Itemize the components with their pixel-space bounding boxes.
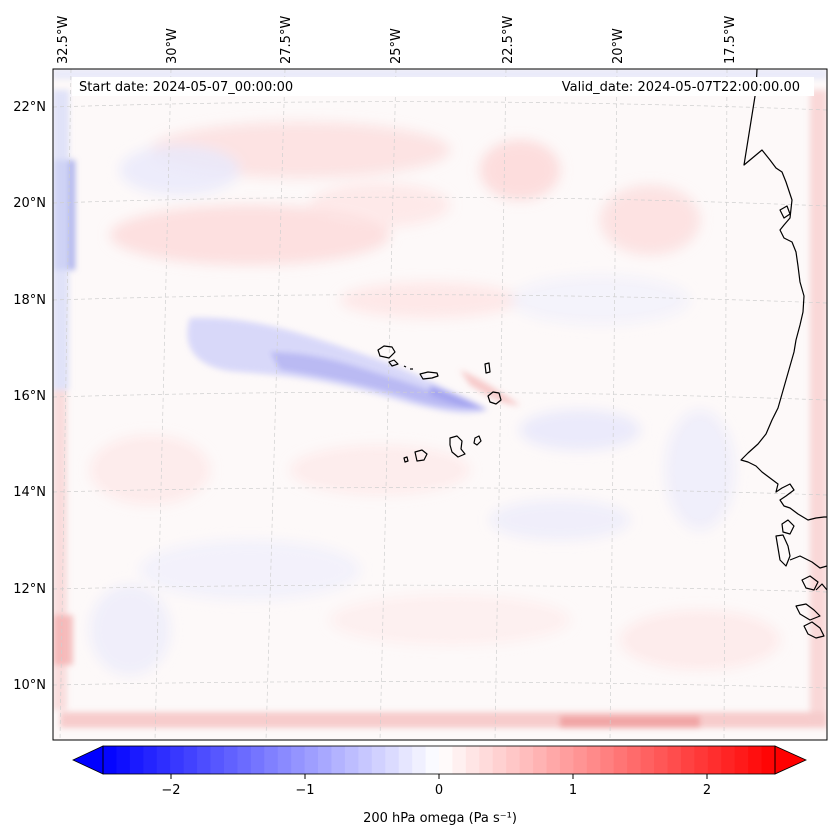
maio-island: [473, 435, 482, 446]
lon-label: 30°W: [165, 28, 180, 64]
colorbar-cell: [506, 746, 521, 774]
colorbar-cell: [748, 746, 763, 774]
sao-nicolau-island: [419, 371, 439, 380]
santa-luzia-island: [403, 365, 407, 368]
colorbar-cell: [277, 746, 292, 774]
colorbar-cell: [371, 746, 386, 774]
colorbar-cells: [103, 746, 776, 774]
colorbar-cell: [291, 746, 306, 774]
colorbar-cell: [479, 746, 494, 774]
colorbar-cell: [721, 746, 736, 774]
african-coastline: [740, 68, 828, 639]
lat-label: 16°N: [13, 389, 46, 404]
lat-label: 22°N: [13, 100, 46, 115]
lon-label: 17.5°W: [723, 16, 738, 64]
colorbar-cell: [412, 746, 427, 774]
colorbar-cell: [640, 746, 655, 774]
map-frame: [52, 68, 828, 741]
cabo-verde-islands: [377, 345, 502, 463]
colorbar-cell: [573, 746, 588, 774]
colorbar-cell: [116, 746, 131, 774]
lon-label: 32.5°W: [56, 16, 71, 64]
colorbar-cell: [304, 746, 319, 774]
colorbar-cell: [694, 746, 709, 774]
colorbar-cell: [358, 746, 373, 774]
sao-vicente-island: [388, 359, 399, 367]
colorbar-cell: [680, 746, 695, 774]
colorbar-cell: [519, 746, 534, 774]
longitude-labels: 32.5°W 30°W 27.5°W 25°W 22.5°W 20°W 17.5…: [56, 16, 738, 64]
start-date-label: Start date: 2024-05-07_00:00:00: [79, 80, 293, 95]
boa-vista-island: [487, 391, 502, 405]
gridlines: [53, 69, 827, 740]
colorbar-cell: [156, 746, 171, 774]
colorbar-cell: [707, 746, 722, 774]
colorbar-cell: [559, 746, 574, 774]
colorbar-cell: [398, 746, 413, 774]
brava-island: [403, 456, 409, 463]
colorbar-cell: [385, 746, 400, 774]
colorbar-low-extend: [72, 745, 104, 775]
date-header-band: [72, 77, 814, 96]
colorbar-cell: [761, 746, 776, 774]
colorbar-cell: [331, 746, 346, 774]
colorbar-cell: [143, 746, 158, 774]
lon-label: 22.5°W: [501, 16, 516, 64]
colorbar-cell: [170, 746, 185, 774]
colorbar: −2 −1 0 1 2 200 hPa omega (Pa s⁻¹): [72, 745, 807, 826]
colorbar-cell: [344, 746, 359, 774]
colorbar-cell: [586, 746, 601, 774]
lat-label: 12°N: [13, 582, 46, 597]
colorbar-cell: [439, 746, 454, 774]
colorbar-cell: [103, 746, 118, 774]
colorbar-cell: [452, 746, 467, 774]
omega-field: [53, 69, 827, 728]
colorbar-cell: [546, 746, 561, 774]
colorbar-cell: [197, 746, 212, 774]
colorbar-cell: [183, 746, 198, 774]
colorbar-cell: [425, 746, 440, 774]
lat-label: 20°N: [13, 196, 46, 211]
colorbar-cell: [318, 746, 333, 774]
colorbar-tick-label: 0: [435, 783, 443, 798]
colorbar-cell: [533, 746, 548, 774]
lat-label: 18°N: [13, 293, 46, 308]
colorbar-tick-label: −2: [161, 783, 180, 798]
colorbar-variable-label: 200 hPa omega (Pa s⁻¹): [363, 811, 517, 826]
colorbar-ticks: [170, 774, 708, 779]
colorbar-tick-label: −1: [295, 783, 314, 798]
lon-label: 25°W: [389, 28, 404, 64]
colorbar-cell: [210, 746, 225, 774]
map-panel: Start date: 2024-05-07_00:00:00 Valid_da…: [52, 68, 828, 741]
colorbar-cell: [627, 746, 642, 774]
lat-label: 10°N: [13, 678, 46, 693]
colorbar-cell: [237, 746, 252, 774]
colorbar-cell: [654, 746, 669, 774]
lon-label: 27.5°W: [279, 16, 294, 64]
lat-label: 14°N: [13, 485, 46, 500]
colorbar-cell: [600, 746, 615, 774]
latitude-labels: 22°N 20°N 18°N 16°N 14°N 12°N 10°N: [13, 100, 46, 693]
colorbar-cell: [734, 746, 749, 774]
lon-label: 20°W: [611, 28, 626, 64]
valid-date-label: Valid_date: 2024-05-07T22:00:00.00: [562, 80, 800, 95]
fogo-island: [414, 449, 428, 462]
santo-antao-island: [377, 345, 396, 359]
santiago-island: [449, 435, 466, 458]
colorbar-cell: [264, 746, 279, 774]
colorbar-cell: [613, 746, 628, 774]
colorbar-tick-label: 1: [569, 783, 577, 798]
colorbar-cell: [250, 746, 265, 774]
sal-island: [484, 362, 491, 374]
colorbar-cell: [492, 746, 507, 774]
colorbar-high-extend: [774, 745, 807, 775]
colorbar-cell: [223, 746, 238, 774]
colorbar-cell: [465, 746, 480, 774]
colorbar-cell: [667, 746, 682, 774]
colorbar-tick-label: 2: [703, 783, 711, 798]
colorbar-cell: [129, 746, 144, 774]
